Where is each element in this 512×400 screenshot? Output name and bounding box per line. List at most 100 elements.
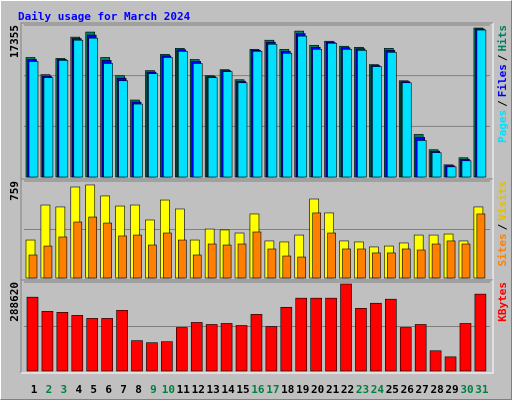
bar [387, 252, 396, 279]
x-tick-label: 8 [135, 383, 142, 396]
panel-bevel [20, 279, 493, 373]
bar [26, 296, 39, 372]
bar [86, 318, 99, 372]
bar [176, 327, 188, 372]
bar [43, 245, 53, 279]
legend-entry: KBytes [496, 282, 509, 322]
x-tick-label: 10 [162, 383, 175, 396]
bar [399, 327, 412, 372]
x-tick-label: 18 [281, 383, 294, 396]
bar [385, 298, 397, 372]
x-tick-label: 13 [207, 383, 220, 396]
bar [297, 35, 308, 178]
x-tick-label: 12 [192, 383, 205, 396]
bar [476, 213, 486, 279]
x-tick-label: 22 [341, 383, 354, 396]
x-tick-label: 26 [401, 383, 415, 396]
bar [250, 314, 263, 372]
x-tick-label: 9 [150, 383, 157, 396]
bar [192, 254, 202, 279]
bar [370, 302, 382, 372]
bar [446, 240, 456, 279]
x-tick-label: 2 [46, 383, 53, 396]
bar [327, 232, 336, 279]
x-tick-label: 14 [221, 383, 235, 396]
bar [280, 306, 293, 372]
bar [101, 318, 113, 372]
bar [58, 236, 68, 279]
legend-separator: / [496, 223, 509, 230]
bar [28, 61, 39, 178]
bar [446, 166, 457, 178]
bar [220, 323, 233, 372]
bar [416, 140, 427, 178]
legend: Sites / Visits [496, 181, 509, 267]
bar [163, 57, 173, 178]
bar [431, 152, 442, 178]
bar [88, 216, 98, 279]
bar [118, 235, 127, 279]
bar [118, 80, 128, 178]
bar [476, 29, 487, 178]
x-tick-label: 23 [356, 383, 369, 396]
x-tick-label: 20 [311, 383, 324, 396]
bar [222, 244, 232, 279]
bar [459, 323, 472, 372]
x-tick-label: 29 [445, 383, 458, 396]
bar [41, 311, 54, 372]
bar [252, 51, 263, 178]
x-tick-label: 27 [416, 383, 429, 396]
x-tick-label: 7 [120, 383, 127, 396]
legend-entry: Hits [496, 25, 509, 52]
bar [401, 248, 411, 279]
bar [146, 342, 158, 372]
bar [357, 50, 367, 178]
x-tick-label: 21 [326, 383, 340, 396]
bar [312, 49, 322, 178]
panel-bevel [20, 22, 493, 179]
x-tick-label: 25 [386, 383, 399, 396]
legend-entry: Visits [496, 181, 509, 221]
bar [148, 244, 157, 279]
bar [327, 42, 337, 178]
x-tick-label: 17 [266, 383, 279, 396]
bar [207, 243, 217, 279]
bar [178, 239, 187, 279]
bar [372, 252, 381, 279]
bar [190, 322, 203, 372]
bar [103, 63, 113, 178]
x-tick-label: 16 [251, 383, 265, 396]
bar [133, 103, 143, 178]
bar [461, 160, 472, 178]
bar [148, 73, 158, 178]
x-tick-label: 1 [31, 383, 38, 396]
x-tick-label: 11 [177, 383, 191, 396]
bar [235, 325, 248, 372]
chart-title: Daily usage for March 2024 [18, 10, 191, 23]
y-tick-label: 759 [8, 181, 21, 201]
y-tick-label: 17355 [8, 25, 21, 58]
bar [133, 234, 142, 279]
bar [312, 212, 321, 279]
bar [131, 340, 143, 372]
bar [357, 248, 366, 279]
x-tick-label: 31 [475, 383, 489, 396]
legend: Pages / Files / Hits [496, 25, 509, 143]
legend-entry: Pages [496, 110, 509, 143]
x-tick-label: 4 [75, 383, 82, 396]
bar [73, 221, 83, 279]
bar [325, 297, 337, 372]
bar [342, 248, 351, 279]
bar [237, 82, 248, 178]
bar [342, 49, 352, 178]
bar [429, 350, 442, 372]
x-tick-label: 30 [460, 383, 473, 396]
bar [282, 53, 293, 178]
bar [267, 248, 277, 279]
bar [297, 256, 307, 279]
bar [56, 312, 69, 372]
bar [163, 232, 172, 279]
bar [267, 43, 278, 178]
